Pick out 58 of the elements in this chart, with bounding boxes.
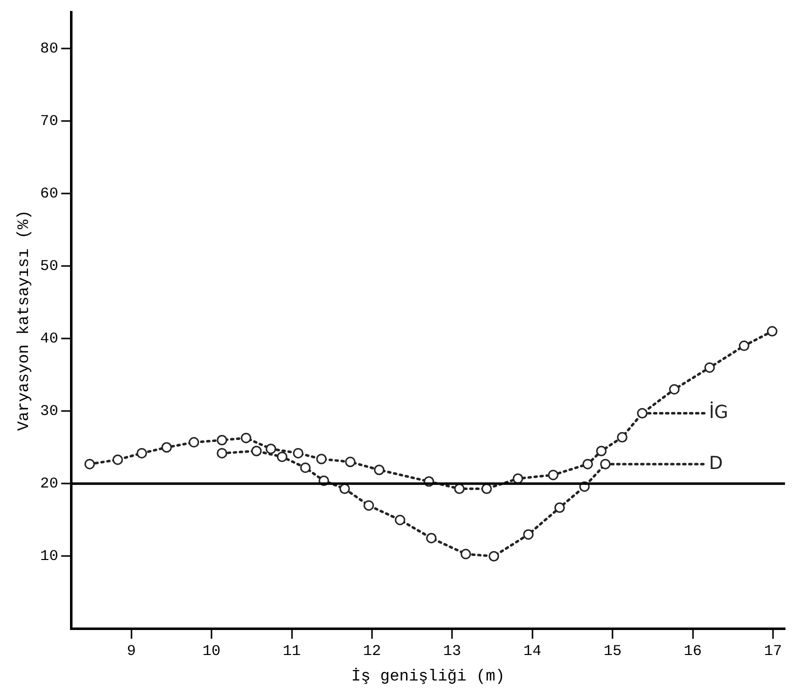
point: [600, 458, 611, 470]
point: [161, 442, 172, 453]
legend-label: İG: [709, 400, 728, 423]
point: [374, 464, 384, 476]
y-tick-label: 30: [40, 403, 58, 420]
y-tick-label: 60: [40, 185, 58, 202]
x-tick-label: 10: [202, 642, 221, 660]
x-tick-label: 14: [523, 642, 542, 660]
point: [481, 484, 492, 494]
x-tick-label: 16: [684, 642, 702, 660]
point: [512, 473, 524, 484]
y-tick-label: 40: [40, 330, 58, 348]
x-tick-label: 12: [362, 642, 381, 660]
point: [596, 446, 607, 456]
point: [454, 484, 465, 494]
point: [216, 448, 228, 458]
point: [704, 362, 715, 373]
point: [316, 454, 327, 464]
y-tick-label: 10: [40, 548, 58, 566]
x-tick-label: 17: [764, 642, 782, 660]
point: [292, 448, 304, 458]
point: [364, 500, 374, 511]
point: [251, 446, 262, 456]
text: D: [709, 452, 723, 474]
y-tick-label: 80: [40, 40, 58, 58]
point: [240, 432, 252, 444]
point: [188, 437, 200, 448]
x-axis-title: İş genişliği (m): [351, 668, 505, 686]
point: [766, 326, 778, 337]
point: [548, 470, 558, 480]
point: [136, 448, 148, 458]
point: [582, 458, 593, 470]
point: [460, 548, 472, 560]
point: [216, 434, 228, 446]
point: [300, 462, 311, 473]
point: [636, 408, 648, 419]
x-tick-label: 9: [126, 642, 136, 660]
point: [276, 452, 288, 462]
x-tick-label: 13: [443, 642, 462, 660]
point: [426, 532, 437, 544]
point: [339, 484, 350, 494]
x-tick-label: 15: [604, 642, 622, 660]
point: [266, 444, 276, 454]
point: [738, 340, 750, 352]
point: [616, 432, 628, 442]
point: [345, 456, 356, 468]
point: [554, 502, 565, 513]
y-tick-label: 70: [40, 112, 58, 130]
point: [112, 454, 123, 465]
point: [523, 529, 534, 540]
y-tick-label: 20: [40, 476, 58, 493]
y-tick-label: 50: [40, 258, 58, 275]
point: [394, 514, 406, 526]
point: [669, 384, 680, 395]
point: [488, 550, 500, 562]
y-axis-title: Varyasyon katsayısı (%): [14, 210, 33, 431]
x-tick-label: 11: [282, 642, 301, 660]
point: [84, 458, 95, 470]
